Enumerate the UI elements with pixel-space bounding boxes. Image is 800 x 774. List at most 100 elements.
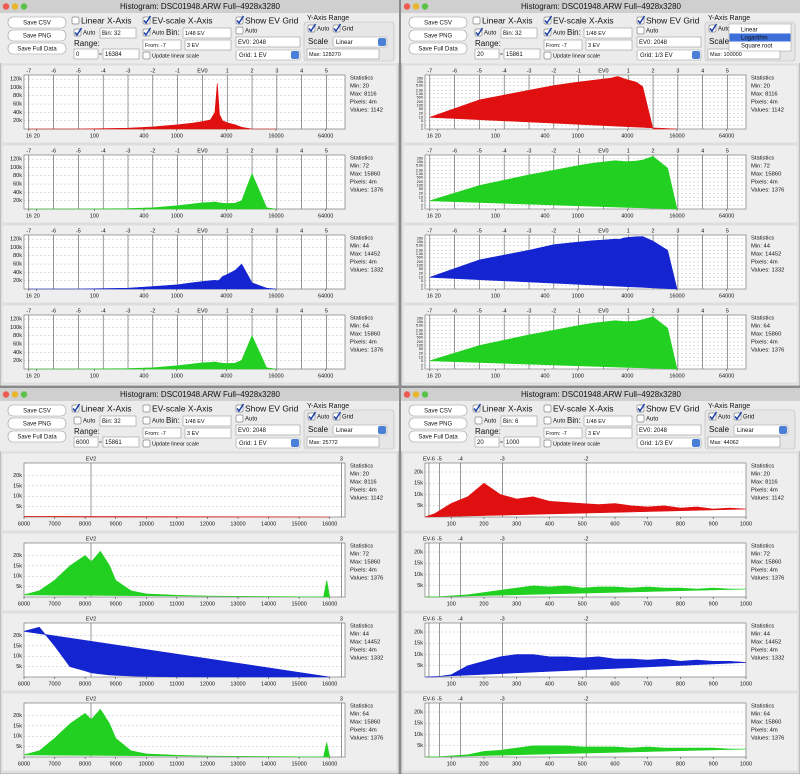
range-to[interactable] [102,48,140,60]
checkbox[interactable] [636,414,645,423]
ev-bin-field[interactable] [182,415,232,427]
button[interactable] [7,16,67,29]
ev-from-field-text: From: -7 [145,431,166,437]
max-field[interactable] [707,436,781,448]
ev0-field[interactable] [235,424,301,436]
ev-to-field[interactable] [184,427,232,439]
range-to[interactable] [102,436,140,448]
checkbox[interactable] [543,439,552,448]
x-tick-label: 10000 [139,761,154,767]
checkbox[interactable] [235,26,244,35]
scale-select[interactable] [332,36,388,48]
button[interactable] [7,42,67,55]
max-field[interactable] [306,436,380,448]
grid-select[interactable] [636,437,702,449]
checkbox[interactable] [543,51,552,60]
max-field[interactable] [306,48,380,60]
ev-tick-label: 1 [226,148,229,154]
checkbox[interactable] [543,416,552,425]
bin-field[interactable] [99,415,137,427]
statistics-text: Max: 14452 [751,640,781,646]
window-control[interactable] [11,3,19,10]
window-control[interactable] [421,391,429,398]
checkbox-check [308,23,317,33]
bin-field[interactable] [500,415,538,427]
window-control[interactable] [11,391,19,398]
ev-bin-field-text: 1/48 EV [586,419,606,425]
window-control[interactable] [2,391,10,398]
button[interactable] [408,42,468,55]
ev-from-field-text: From: -7 [145,43,166,49]
ev-from-field[interactable] [543,427,583,439]
button[interactable] [7,29,67,42]
ev0-field[interactable] [636,36,702,48]
button[interactable] [7,430,67,443]
scale-select[interactable] [733,424,789,436]
range-from[interactable] [474,48,500,60]
range-from[interactable] [73,436,99,448]
scale-select[interactable] [332,424,388,436]
checkbox[interactable] [73,416,82,425]
button[interactable] [408,16,468,29]
checkbox[interactable] [543,404,552,413]
window-control[interactable] [412,391,420,398]
statistics-text: Values: 1376 [751,576,784,582]
bin-field[interactable] [99,27,137,39]
grid-select[interactable] [235,437,301,449]
window-control[interactable] [2,3,10,10]
ev-from-field[interactable] [142,427,182,439]
checkbox[interactable] [142,404,151,413]
window-control[interactable] [403,391,411,398]
scale-select-arrow [378,426,386,434]
window-control[interactable] [20,3,28,10]
grid-select[interactable] [636,49,702,61]
y-tick-label: 80k [13,93,22,99]
statistics-text: Pixels: 4m [751,648,778,654]
ev-to-field[interactable] [585,39,633,51]
range-from[interactable] [474,436,500,448]
checkbox[interactable] [71,16,80,25]
checkbox[interactable] [636,26,645,35]
button[interactable] [7,404,67,417]
x-tick-label: 12000 [200,761,215,767]
button[interactable] [408,404,468,417]
window-control[interactable] [412,3,420,10]
window-control[interactable] [421,3,429,10]
window-control[interactable] [20,391,28,398]
button[interactable] [408,430,468,443]
statistics-text: Statistics [350,544,373,550]
checkbox[interactable] [474,416,483,425]
checkbox[interactable] [235,414,244,423]
x-tick-label: 100 [90,293,99,299]
ev0-field[interactable] [235,36,301,48]
y-tick-label: 15k [414,481,423,487]
ev-to-field[interactable] [184,39,232,51]
x-tick-label: 1000 [572,133,584,139]
checkbox[interactable] [142,51,151,60]
checkbox[interactable] [142,439,151,448]
ev-from-field[interactable] [142,39,182,51]
ev-bin-field[interactable] [583,415,633,427]
range-to[interactable] [503,436,541,448]
y-tick-label: 100 [417,264,423,268]
grid-select[interactable] [235,49,301,61]
checkbox[interactable] [142,416,151,425]
x-tick-label: 6000 [18,601,30,607]
button[interactable] [408,29,468,42]
statistics-text: Min: 72 [751,164,770,170]
ev0-field-text: EV0: 2048 [639,428,668,434]
ev-from-field[interactable] [543,39,583,51]
ev0-field[interactable] [636,424,702,436]
x-tick-label: 12000 [200,521,215,527]
button[interactable] [408,417,468,430]
range-from[interactable] [73,48,99,60]
checkbox[interactable] [472,16,481,25]
plot-area [23,462,346,518]
ev-to-field[interactable] [585,427,633,439]
button[interactable] [7,417,67,430]
bin-field[interactable] [500,27,538,39]
ev-bin-field[interactable] [182,27,232,39]
window-control[interactable] [403,3,411,10]
range-to[interactable] [503,48,541,60]
ev-bin-field[interactable] [583,27,633,39]
